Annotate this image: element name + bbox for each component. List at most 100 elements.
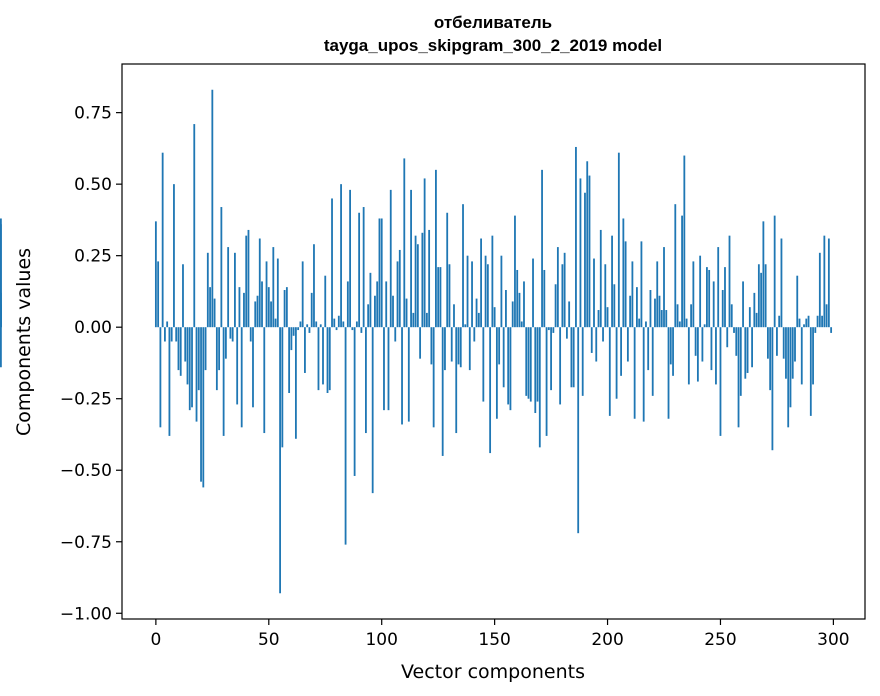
bar (778, 315, 781, 328)
bar (371, 327, 374, 494)
bar (649, 290, 652, 328)
bar (755, 312, 758, 328)
bar (222, 327, 225, 436)
bar (215, 327, 218, 391)
bar (168, 327, 171, 436)
bar (410, 189, 412, 328)
y-axis: −1.00 −0.75 −0.50 −0.25 0.00 0.25 0.50 0.75 (60, 104, 122, 624)
bar (742, 281, 744, 328)
bar (272, 247, 275, 328)
bar (224, 327, 227, 359)
bar (735, 327, 738, 356)
bar (351, 327, 354, 331)
bar (584, 192, 586, 328)
bar (733, 327, 735, 333)
bar (502, 327, 505, 388)
bar (486, 264, 489, 328)
bar (432, 327, 435, 428)
bar (353, 327, 356, 476)
x-tick-label: 0 (150, 630, 161, 650)
bar (0, 327, 2, 368)
bar (154, 221, 157, 328)
bar (310, 292, 313, 328)
bar (396, 261, 399, 328)
bar (771, 327, 774, 451)
bar (611, 235, 613, 328)
bar (674, 204, 677, 328)
bar (349, 189, 351, 328)
bar (245, 235, 248, 328)
bar (161, 152, 164, 328)
bar (197, 327, 200, 391)
bar (739, 327, 742, 396)
bar (477, 312, 480, 328)
bar (444, 327, 446, 371)
bar (482, 327, 485, 402)
bar (681, 215, 683, 328)
bar (764, 264, 767, 328)
bar (270, 301, 272, 328)
bar (586, 161, 589, 328)
bar (559, 327, 562, 405)
bar (401, 327, 403, 425)
bar (164, 327, 166, 342)
bar (175, 327, 178, 342)
bar (579, 178, 582, 328)
bar (206, 252, 209, 328)
y-tick-label: −1.00 (60, 604, 112, 624)
bar (466, 255, 469, 328)
bar (188, 327, 191, 411)
bar (516, 269, 519, 328)
x-axis: 0 50 100 150 200 250 300 (150, 619, 850, 650)
bar (209, 287, 211, 328)
bar (473, 327, 476, 342)
bar (495, 327, 498, 419)
bar (299, 321, 302, 328)
bar (658, 295, 661, 328)
bar (240, 327, 243, 428)
bar (376, 281, 379, 328)
bar (663, 247, 665, 328)
bar (570, 327, 573, 388)
bar (437, 267, 440, 328)
bar (602, 327, 604, 342)
bar (281, 327, 284, 448)
bar (475, 298, 478, 328)
bar (606, 307, 609, 328)
bar (405, 298, 408, 328)
bar (821, 315, 823, 328)
bar (407, 327, 410, 422)
bar (696, 327, 699, 382)
x-tick-label: 150 (478, 630, 510, 650)
bar (728, 235, 731, 328)
y-tick-label: 0.75 (74, 104, 112, 124)
bar (565, 327, 568, 339)
bar (367, 304, 370, 328)
bar (726, 327, 729, 348)
bar (439, 267, 442, 328)
bar (807, 315, 810, 328)
bar (446, 212, 449, 328)
x-axis-label: Vector components (401, 661, 585, 683)
bar (669, 327, 672, 365)
y-tick-label: 0.50 (74, 175, 112, 195)
bar (335, 327, 338, 331)
bar (229, 327, 232, 339)
bar (554, 284, 557, 328)
bar (412, 312, 415, 328)
bar (590, 327, 593, 353)
bar (369, 272, 372, 328)
bar (762, 221, 765, 328)
bar (561, 264, 564, 328)
bar (769, 327, 772, 391)
chart-title: отбеливатель (434, 13, 552, 32)
bar (274, 318, 277, 328)
bar (468, 327, 471, 371)
bar (267, 287, 270, 328)
bar (184, 327, 187, 362)
bar (218, 327, 221, 371)
bar (500, 255, 503, 328)
bar (667, 327, 670, 419)
bar (425, 312, 428, 328)
bar (507, 327, 510, 405)
